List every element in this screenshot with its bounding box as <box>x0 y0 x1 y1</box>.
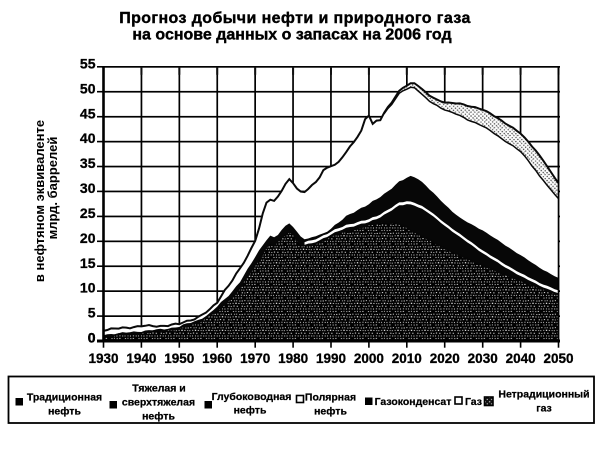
svg-text:0: 0 <box>88 330 96 346</box>
svg-text:Газоконденсат: Газоконденсат <box>375 396 452 408</box>
svg-text:1970: 1970 <box>240 351 270 366</box>
svg-text:2020: 2020 <box>430 351 460 366</box>
svg-text:30: 30 <box>80 180 96 196</box>
svg-text:40: 40 <box>80 130 96 146</box>
svg-text:нефть: нефть <box>48 405 81 417</box>
svg-text:35: 35 <box>80 155 96 171</box>
svg-text:45: 45 <box>80 105 96 121</box>
svg-text:50: 50 <box>80 80 96 96</box>
svg-text:сверхтяжелая: сверхтяжелая <box>122 396 195 408</box>
svg-text:2000: 2000 <box>354 351 384 366</box>
svg-text:нефть: нефть <box>314 405 347 417</box>
svg-text:2050: 2050 <box>543 351 573 366</box>
svg-text:газ: газ <box>536 402 552 414</box>
svg-text:в нефтяном эквиваленте: в нефтяном эквиваленте <box>32 120 47 282</box>
svg-text:Полярная: Полярная <box>305 391 356 403</box>
svg-text:5: 5 <box>88 305 96 321</box>
svg-text:нефть: нефть <box>142 410 175 422</box>
svg-text:55: 55 <box>80 55 96 71</box>
svg-text:2030: 2030 <box>468 351 498 366</box>
svg-text:Глубоководная: Глубоководная <box>212 391 292 403</box>
svg-text:2040: 2040 <box>506 351 536 366</box>
svg-text:Прогноз добычи нефти и природн: Прогноз добычи нефти и природного газа <box>119 10 471 27</box>
svg-text:млрд. баррелей: млрд. баррелей <box>45 137 60 240</box>
svg-text:Газ: Газ <box>465 396 482 408</box>
svg-text:Нетрадиционный: Нетрадиционный <box>498 388 589 400</box>
svg-text:Тяжелая и: Тяжелая и <box>132 382 185 394</box>
svg-text:на основе данных о запасах на: на основе данных о запасах на 2006 год <box>132 27 451 44</box>
svg-text:1960: 1960 <box>202 351 232 366</box>
svg-text:10: 10 <box>80 280 96 296</box>
svg-text:25: 25 <box>80 205 96 221</box>
svg-text:1980: 1980 <box>278 351 308 366</box>
svg-text:1940: 1940 <box>126 351 156 366</box>
svg-text:15: 15 <box>80 255 96 271</box>
svg-text:Традиционная: Традиционная <box>27 391 102 403</box>
svg-text:1930: 1930 <box>88 351 118 366</box>
svg-text:20: 20 <box>80 230 96 246</box>
svg-text:1990: 1990 <box>316 351 346 366</box>
svg-text:нефть: нефть <box>234 404 267 416</box>
svg-text:2010: 2010 <box>392 351 422 366</box>
svg-text:1950: 1950 <box>164 351 194 366</box>
svg-text:0: 0 <box>88 330 96 346</box>
